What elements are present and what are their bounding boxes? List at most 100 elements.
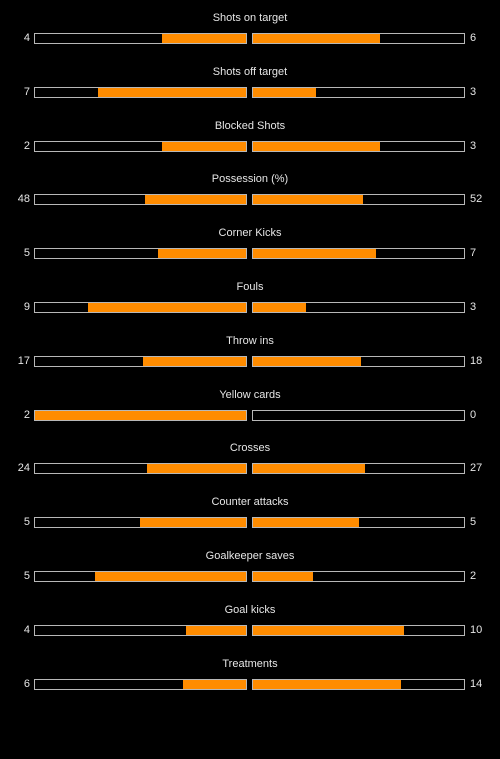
away-bar-fill (253, 679, 401, 689)
away-bar-fill (253, 518, 359, 528)
away-bar-fill (253, 249, 376, 259)
home-bar-fill (143, 356, 246, 366)
home-value: 2 (23, 139, 30, 152)
home-value: 4 (23, 623, 30, 636)
home-bar (34, 302, 247, 313)
stat-label: Blocked Shots (214, 119, 286, 132)
home-bar (34, 624, 247, 636)
home-bar (34, 86, 247, 98)
home-bar (34, 463, 247, 475)
away-bar (252, 302, 465, 313)
away-value: 3 (470, 301, 477, 313)
home-value: 4 (23, 32, 30, 44)
home-bar-fill (183, 679, 246, 689)
home-bar (34, 571, 247, 582)
home-bar (34, 409, 247, 421)
home-value: 5 (23, 570, 30, 582)
home-bar (34, 33, 247, 44)
away-value: 7 (470, 247, 477, 260)
away-value: 5 (470, 516, 477, 529)
stat-row-treatments: Treatments 6 14 (0, 658, 500, 698)
away-bar (252, 248, 465, 260)
away-bar-fill (253, 87, 316, 97)
stat-label: Yellow cards (219, 388, 281, 401)
home-bar-fill (186, 625, 246, 635)
away-value: 18 (470, 354, 483, 367)
away-bar (252, 463, 465, 475)
stat-label: Fouls (236, 281, 264, 293)
away-bar-fill (253, 572, 313, 581)
home-bar-fill (147, 464, 246, 474)
home-bar (34, 678, 247, 690)
home-value: 24 (17, 462, 30, 475)
home-bar-fill (95, 572, 246, 581)
stat-label: Goalkeeper saves (205, 550, 295, 562)
home-bar-fill (145, 195, 246, 205)
stat-label: Counter attacks (211, 496, 289, 509)
home-bar-fill (162, 141, 246, 151)
home-bar-fill (162, 34, 246, 43)
home-bar (34, 140, 247, 152)
away-bar (252, 678, 465, 690)
stat-row-possession: Possession (%) 48 52 (0, 173, 500, 213)
stat-label: Shots off target (212, 65, 288, 78)
home-value: 2 (23, 408, 30, 421)
home-bar-fill (88, 303, 246, 312)
away-bar-fill (253, 356, 361, 366)
home-bar (34, 248, 247, 260)
home-bar-fill (158, 249, 246, 259)
stat-label: Shots on target (212, 12, 288, 24)
stat-label: Crosses (229, 442, 271, 455)
stat-label: Corner Kicks (218, 227, 282, 240)
home-bar-fill (140, 518, 246, 528)
stat-label: Treatments (222, 657, 278, 670)
away-value: 52 (470, 193, 483, 206)
home-value: 7 (23, 85, 30, 98)
away-value: 10 (470, 623, 483, 636)
away-bar (252, 86, 465, 98)
stat-row-fouls: Fouls 9 3 (0, 281, 500, 321)
away-bar (252, 517, 465, 529)
stat-label: Throw ins (226, 334, 274, 347)
away-bar-fill (253, 303, 306, 312)
home-bar-fill (98, 87, 246, 97)
home-value: 48 (17, 193, 30, 206)
away-bar-fill (253, 625, 404, 635)
stat-row-crosses: Crosses 24 27 (0, 442, 500, 482)
stat-row-blocked-shots: Blocked Shots 2 3 (0, 120, 500, 160)
away-bar-fill (253, 34, 380, 43)
away-value: 3 (470, 139, 477, 152)
away-bar (252, 33, 465, 44)
stat-row-counter-attacks: Counter attacks 5 5 (0, 496, 500, 536)
away-value: 3 (470, 85, 477, 98)
stat-row-shots-off-target: Shots off target 7 3 (0, 66, 500, 106)
home-bar-fill (35, 410, 246, 420)
stat-row-throw-ins: Throw ins 17 18 (0, 335, 500, 375)
home-value: 5 (23, 516, 30, 529)
away-value: 6 (470, 32, 477, 44)
home-value: 17 (17, 354, 30, 367)
away-bar-fill (253, 195, 363, 205)
away-value: 27 (470, 462, 483, 475)
home-value: 5 (23, 247, 30, 260)
stat-row-yellow-cards: Yellow cards 2 0 (0, 389, 500, 429)
stat-label: Goal kicks (224, 603, 276, 616)
stat-row-goal-kicks: Goal kicks 4 10 (0, 604, 500, 644)
stat-label: Possession (%) (211, 173, 289, 186)
away-bar (252, 409, 465, 421)
stat-row-shots-on-target: Shots on target 4 6 (0, 12, 500, 52)
home-bar (34, 517, 247, 529)
away-bar-fill (253, 464, 365, 474)
away-bar (252, 194, 465, 206)
away-value: 2 (470, 570, 477, 582)
away-value: 14 (470, 677, 483, 690)
away-bar-fill (253, 141, 380, 151)
home-bar (34, 355, 247, 367)
home-value: 9 (23, 301, 30, 313)
stat-row-goalkeeper-saves: Goalkeeper saves 5 2 (0, 550, 500, 590)
stat-row-corner-kicks: Corner Kicks 5 7 (0, 227, 500, 267)
home-bar (34, 194, 247, 206)
away-bar (252, 571, 465, 582)
home-value: 6 (23, 677, 30, 690)
away-bar (252, 140, 465, 152)
